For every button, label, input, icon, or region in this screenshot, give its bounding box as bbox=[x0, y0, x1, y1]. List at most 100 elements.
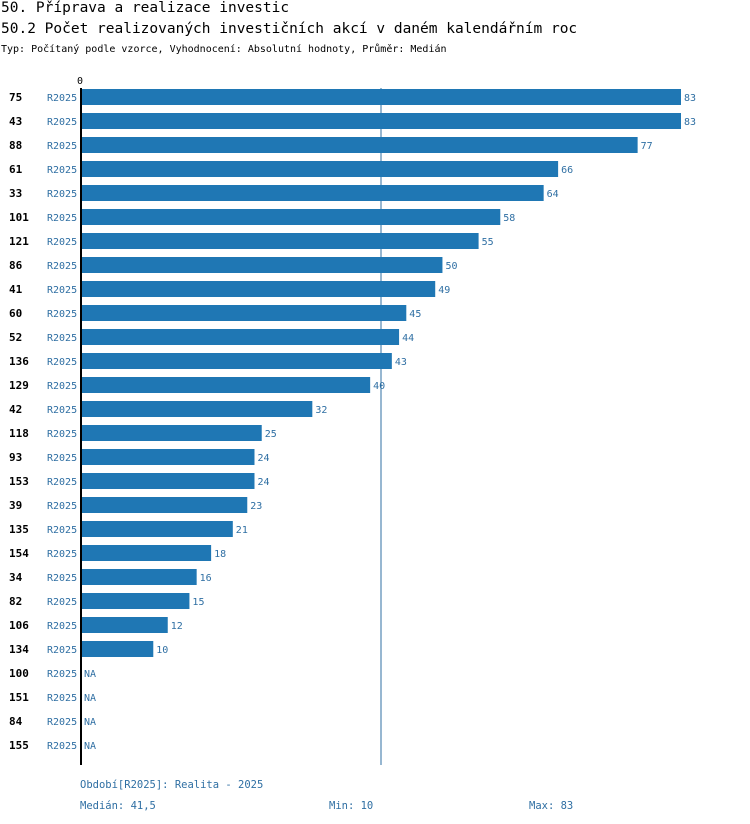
row-period-label: R2025 bbox=[47, 189, 77, 200]
bar bbox=[81, 545, 212, 561]
bar-value-label: 12 bbox=[171, 621, 183, 632]
bar-value-label: 21 bbox=[236, 525, 248, 536]
row-period-label: R2025 bbox=[47, 645, 77, 656]
period-legend: Období[R2025]: Realita - 2025 bbox=[80, 779, 264, 791]
bar-value-label: 24 bbox=[257, 477, 269, 488]
bar-value-label: NA bbox=[84, 741, 96, 752]
bar bbox=[81, 89, 681, 105]
bar bbox=[81, 569, 197, 585]
row-id-label: 84 bbox=[9, 715, 23, 728]
row-id-label: 88 bbox=[9, 139, 22, 152]
bar-value-label: 55 bbox=[482, 237, 494, 248]
bar-value-label: 83 bbox=[684, 93, 696, 104]
row-period-label: R2025 bbox=[47, 573, 77, 584]
row-id-label: 129 bbox=[9, 379, 29, 392]
bar bbox=[81, 497, 248, 513]
axis-zero-label: 0 bbox=[77, 76, 83, 87]
row-id-label: 60 bbox=[9, 307, 22, 320]
bar-value-label: 43 bbox=[395, 357, 407, 368]
bar-value-label: 23 bbox=[250, 501, 262, 512]
bar-value-label: 10 bbox=[156, 645, 168, 656]
bar-value-label: 64 bbox=[547, 189, 559, 200]
row-id-label: 41 bbox=[9, 283, 23, 296]
row-period-label: R2025 bbox=[47, 237, 77, 248]
bar bbox=[81, 353, 392, 369]
row-id-label: 61 bbox=[9, 163, 23, 176]
bar bbox=[81, 521, 233, 537]
row-period-label: R2025 bbox=[47, 117, 77, 128]
bar bbox=[81, 425, 262, 441]
row-id-label: 121 bbox=[9, 235, 29, 248]
row-id-label: 101 bbox=[9, 211, 29, 224]
bar bbox=[81, 305, 407, 321]
row-period-label: R2025 bbox=[47, 261, 77, 272]
bar bbox=[81, 641, 154, 657]
chart-type-info: Typ: Počítaný podle vzorce, Vyhodnocení:… bbox=[1, 44, 447, 55]
bar-value-label: 45 bbox=[409, 309, 421, 320]
row-id-label: 93 bbox=[9, 451, 22, 464]
row-period-label: R2025 bbox=[47, 453, 77, 464]
row-id-label: 82 bbox=[9, 595, 22, 608]
bar-value-label: 44 bbox=[402, 333, 414, 344]
bar bbox=[81, 257, 443, 273]
bar bbox=[81, 161, 559, 177]
chart-subtitle: 50.2 Počet realizovaných investičních ak… bbox=[1, 21, 578, 37]
row-id-label: 75 bbox=[9, 91, 22, 104]
bar bbox=[81, 377, 371, 393]
row-period-label: R2025 bbox=[47, 501, 77, 512]
bar-chart: 0 75 R2025 83 43 R2025 83 88 R2025 77 61 R2025 66 33 R… bbox=[9, 76, 696, 765]
row-period-label: R2025 bbox=[47, 333, 77, 344]
min-stat: Min: 10 bbox=[329, 800, 374, 812]
bar bbox=[81, 137, 638, 153]
row-id-label: 86 bbox=[9, 259, 23, 272]
bar-value-label: 24 bbox=[257, 453, 269, 464]
row-id-label: 153 bbox=[9, 475, 29, 488]
bar bbox=[81, 401, 313, 417]
bar-value-label: 49 bbox=[438, 285, 450, 296]
row-period-label: R2025 bbox=[47, 405, 77, 416]
row-period-label: R2025 bbox=[47, 717, 77, 728]
bar-value-label: NA bbox=[84, 717, 96, 728]
row-id-label: 33 bbox=[9, 187, 22, 200]
row-id-label: 34 bbox=[9, 571, 23, 584]
bar bbox=[81, 209, 501, 225]
row-period-label: R2025 bbox=[47, 165, 77, 176]
bar bbox=[81, 185, 544, 201]
bar bbox=[81, 449, 255, 465]
row-period-label: R2025 bbox=[47, 309, 77, 320]
row-id-label: 42 bbox=[9, 403, 22, 416]
row-id-label: 135 bbox=[9, 523, 29, 536]
bar bbox=[81, 113, 681, 129]
bar-value-label: NA bbox=[84, 669, 96, 680]
row-id-label: 134 bbox=[9, 643, 29, 656]
bar-value-label: 83 bbox=[684, 117, 696, 128]
row-id-label: 39 bbox=[9, 499, 22, 512]
row-id-label: 100 bbox=[9, 667, 29, 680]
row-id-label: 154 bbox=[9, 547, 29, 560]
row-period-label: R2025 bbox=[47, 597, 77, 608]
bar bbox=[81, 593, 190, 609]
bar bbox=[81, 233, 479, 249]
row-period-label: R2025 bbox=[47, 669, 77, 680]
row-period-label: R2025 bbox=[47, 381, 77, 392]
row-period-label: R2025 bbox=[47, 93, 77, 104]
row-period-label: R2025 bbox=[47, 549, 77, 560]
bar-value-label: 15 bbox=[192, 597, 204, 608]
bar-value-label: 50 bbox=[445, 261, 457, 272]
bar-value-label: 77 bbox=[641, 141, 653, 152]
row-period-label: R2025 bbox=[47, 621, 77, 632]
row-period-label: R2025 bbox=[47, 477, 77, 488]
bar bbox=[81, 473, 255, 489]
row-period-label: R2025 bbox=[47, 693, 77, 704]
bar-value-label: 32 bbox=[315, 405, 327, 416]
row-period-label: R2025 bbox=[47, 141, 77, 152]
row-id-label: 155 bbox=[9, 739, 29, 752]
bar-value-label: 16 bbox=[200, 573, 212, 584]
row-period-label: R2025 bbox=[47, 741, 77, 752]
row-period-label: R2025 bbox=[47, 525, 77, 536]
bar bbox=[81, 329, 400, 345]
bar-value-label: 25 bbox=[265, 429, 277, 440]
row-period-label: R2025 bbox=[47, 357, 77, 368]
bar-value-label: 18 bbox=[214, 549, 226, 560]
row-period-label: R2025 bbox=[47, 429, 77, 440]
